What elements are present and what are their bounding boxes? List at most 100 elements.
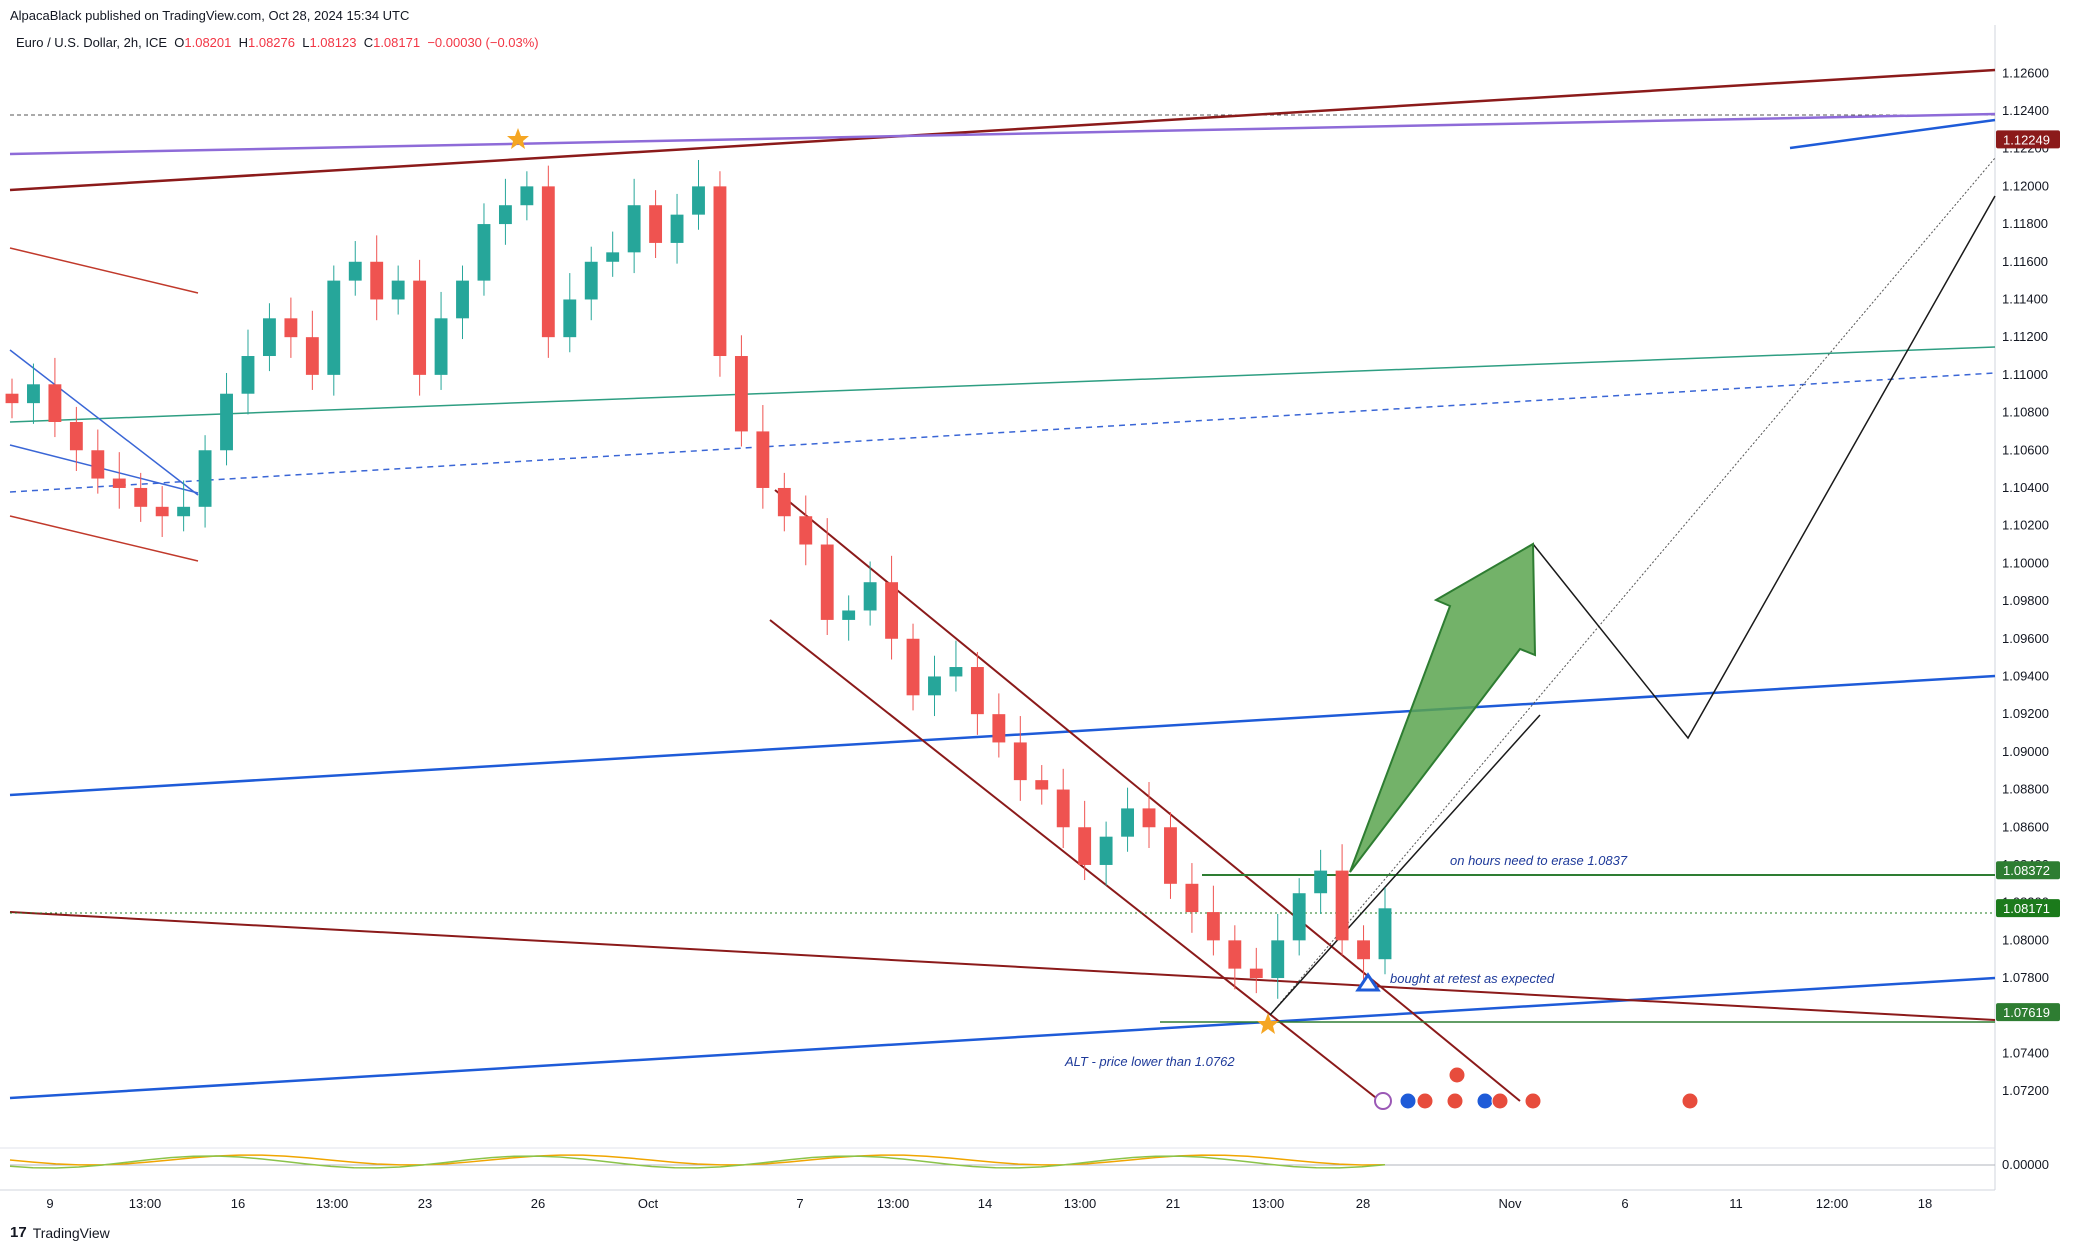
early-channel-bottom[interactable] [9,515,199,562]
price-tick-label: 1.08600 [2002,819,2049,834]
candle-body [863,582,877,611]
time-tick-label: 13:00 [129,1196,162,1211]
candle-body [1099,836,1113,865]
projection-rise[interactable] [1269,714,1541,1016]
lower-blue-trendline[interactable] [9,976,1996,1100]
upper-darkred-trendline[interactable] [9,68,1996,192]
candle-body [1078,827,1092,865]
purple-trendline[interactable] [9,112,1996,156]
projection-zigzag[interactable] [1532,195,1996,740]
us-flag-icon[interactable] [1446,1092,1464,1110]
eu-flag-icon[interactable] [1399,1092,1417,1110]
symbol-legend: Euro / U.S. Dollar, 2h, ICE O1.08201 H1.… [16,35,539,50]
price-label-box: 1.08372 [1996,861,2060,880]
us-flag-icon[interactable] [1448,1066,1466,1084]
time-axis[interactable]: 9 13:00 16 13:00 23 26 Oct 7 13:00 14 13:00 21 13:00… [46,1196,1932,1211]
candle-body [1335,870,1349,941]
candle-body [756,431,770,488]
price-tick-label: 1.10400 [2002,480,2049,495]
price-tick-label: 1.09000 [2002,744,2049,759]
tradingview-brand[interactable]: 17 TradingView [10,1224,110,1241]
candle-body [649,205,663,243]
candle-body [198,450,212,507]
time-tick-label: 21 [1166,1196,1180,1211]
price-tick-label: 1.10000 [2002,555,2049,570]
descending-channel-top[interactable] [774,489,1521,1102]
candle-body [1035,780,1049,790]
close-value: 1.08171 [373,35,421,50]
candle-body [498,205,512,225]
tradingview-logo-icon: 17 [10,1224,27,1241]
high-value: 1.08276 [248,35,295,50]
projection-dotted[interactable] [1269,157,1996,1016]
candle-body [670,214,684,243]
candle-body [992,714,1006,743]
symbol-name[interactable]: Euro / U.S. Dollar, 2h, ICE [16,35,168,50]
price-tick-label: 1.09400 [2002,668,2049,683]
candle-body [327,280,341,375]
candle-body [434,318,448,375]
price-tick-label: 1.07400 [2002,1045,2049,1060]
svg-text:1.08171: 1.08171 [2003,901,2050,916]
annotation-retest[interactable]: bought at retest as expected [1390,971,1555,986]
us-flag-icon[interactable] [1681,1092,1699,1110]
candle-body [391,280,405,300]
price-tick-label: 1.09600 [2002,631,2049,646]
time-tick-label: 6 [1621,1196,1628,1211]
early-channel-mid-1[interactable] [9,349,199,496]
price-tick-label: 1.09200 [2002,706,2049,721]
event-icons[interactable] [1374,1066,1699,1110]
candle-body [928,676,941,696]
candle-body [606,252,620,262]
price-tick-label: 1.08000 [2002,932,2049,947]
time-tick-label: 7 [796,1196,803,1211]
time-tick-label: 13:00 [316,1196,349,1211]
candle-body [1164,827,1177,884]
candle-body [520,186,534,206]
candle-body [177,506,191,517]
candle-body [348,261,362,281]
descending-channel-bottom[interactable] [769,619,1381,1102]
buy-triangle-marker[interactable] [1355,972,1381,992]
time-tick-label: 14 [978,1196,992,1211]
early-channel-top[interactable] [9,247,199,294]
close-label: C [363,35,374,50]
candle-body [1228,940,1242,969]
candle-body [27,384,40,404]
blue-dashed-trendline[interactable] [9,372,1996,493]
candle-body [91,450,105,479]
us-flag-icon[interactable] [1524,1092,1542,1110]
short-blue-line[interactable] [1789,118,1996,150]
candle-body [5,393,19,404]
candle-body [1185,883,1199,913]
price-label-box: 1.07619 [1996,1003,2060,1022]
candle-body [842,610,856,620]
price-labels: 1.12249 1.08372 1.08171 1.07619 [1996,130,2060,1022]
candle-body [456,280,469,319]
price-tick-label: 1.10200 [2002,518,2049,533]
candle-body [949,667,963,677]
candle-body [69,421,83,451]
time-tick-label: Oct [638,1196,659,1211]
candle-body [413,280,427,375]
us-flag-icon[interactable] [1416,1092,1434,1110]
candle-body [241,356,255,394]
lightning-event-icon[interactable] [1374,1092,1392,1110]
high-label: H [238,35,248,50]
candle-body [584,261,598,300]
candle-body [1292,893,1306,941]
candle-body [263,318,276,357]
teal-trendline[interactable] [9,346,1996,423]
annotation-alt[interactable]: ALT - price lower than 1.0762 [1064,1054,1235,1069]
price-tick-label: 1.12400 [2002,103,2049,118]
lower-darkred-trendline[interactable] [9,911,1996,1021]
annotation-erase[interactable]: on hours need to erase 1.0837 [1450,853,1628,868]
price-axis[interactable]: 1.126001.124001.122001.120001.118001.116… [2002,65,2049,1098]
bullish-arrow[interactable] [1349,542,1537,873]
candle-body [563,299,577,338]
us-flag-icon[interactable] [1491,1092,1509,1110]
candle-body [906,638,920,696]
candle-body [777,487,791,517]
eu-flag-icon[interactable] [1476,1092,1494,1110]
